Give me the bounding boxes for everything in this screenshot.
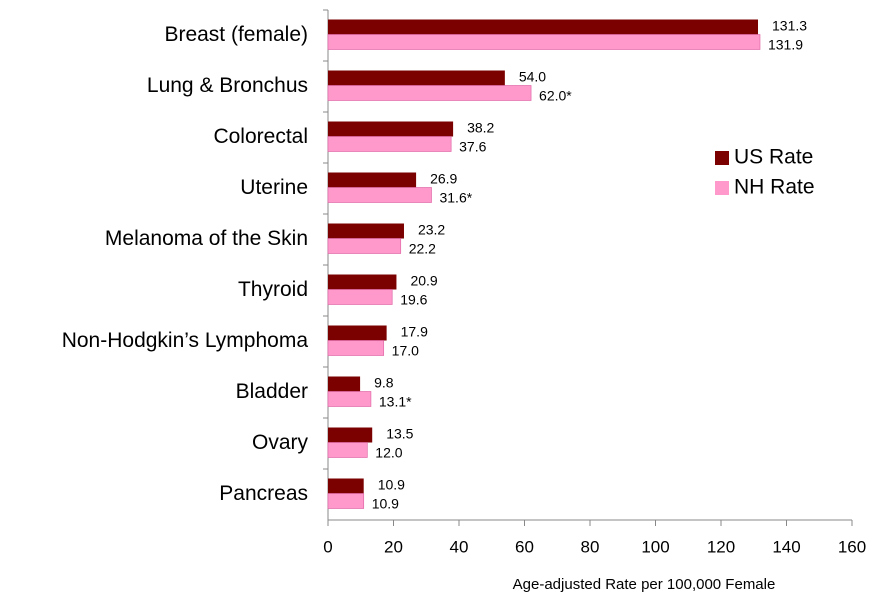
bar <box>327 85 532 101</box>
legend-swatch <box>715 181 729 195</box>
bar <box>328 121 454 137</box>
x-axis-label: Age-adjusted Rate per 100,000 Female <box>513 576 776 593</box>
x-tick-label: 60 <box>515 537 534 556</box>
bar <box>327 34 761 50</box>
legend-swatch <box>715 151 729 165</box>
bar <box>328 19 759 35</box>
value-label: 20.9 <box>410 273 437 289</box>
x-tick-label: 80 <box>581 537 600 556</box>
x-tick-label: 0 <box>323 537 332 556</box>
y-tick-label: Uterine <box>240 176 308 199</box>
x-tick-label: 160 <box>838 537 866 556</box>
x-tick-label: 120 <box>707 537 735 556</box>
value-label: 13.5 <box>386 426 413 442</box>
value-label: 22.2 <box>409 241 436 257</box>
value-label: 10.9 <box>372 496 399 512</box>
value-label: 17.9 <box>401 324 428 340</box>
bar <box>327 493 365 509</box>
value-label: 26.9 <box>430 171 457 187</box>
bar <box>328 478 364 494</box>
bar <box>327 340 385 356</box>
value-label: 9.8 <box>374 375 394 391</box>
y-tick-label: Ovary <box>252 431 309 454</box>
value-label: 23.2 <box>418 222 445 238</box>
value-label: 37.6 <box>459 139 486 155</box>
y-tick-label: Breast (female) <box>164 23 308 46</box>
bar <box>327 391 372 407</box>
bar <box>328 274 397 290</box>
value-label: 12.0 <box>375 445 402 461</box>
bar <box>328 325 387 341</box>
y-tick-label: Bladder <box>236 380 308 403</box>
value-label: 54.0 <box>519 69 546 85</box>
bar <box>328 427 373 443</box>
value-label: 38.2 <box>467 120 494 136</box>
bar <box>327 289 393 305</box>
value-label: 131.3 <box>772 18 807 34</box>
bar <box>327 238 402 254</box>
y-tick-label: Thyroid <box>238 278 308 301</box>
bar <box>328 376 361 392</box>
bar <box>328 223 404 239</box>
x-tick-label: 20 <box>384 537 403 556</box>
bar <box>328 70 505 86</box>
x-tick-label: 100 <box>641 537 669 556</box>
value-label: 62.0* <box>539 88 572 104</box>
value-label: 19.6 <box>400 292 427 308</box>
value-label: 131.9 <box>768 37 803 53</box>
value-label: 10.9 <box>378 477 405 493</box>
bar <box>327 442 368 458</box>
value-label: 17.0 <box>392 343 419 359</box>
bar <box>328 172 417 188</box>
x-tick-label: 140 <box>772 537 800 556</box>
y-tick-label: Non-Hodgkin’s Lymphoma <box>62 329 309 352</box>
bar <box>327 187 432 203</box>
value-label: 31.6* <box>439 190 472 206</box>
y-tick-label: Lung & Bronchus <box>147 74 308 97</box>
legend-label: NH Rate <box>734 176 815 199</box>
x-tick-label: 40 <box>450 537 469 556</box>
y-tick-label: Melanoma of the Skin <box>105 227 308 250</box>
legend-label: US Rate <box>734 146 813 169</box>
bar <box>327 136 452 152</box>
value-label: 13.1* <box>379 394 412 410</box>
y-tick-label: Pancreas <box>219 482 308 505</box>
y-tick-label: Colorectal <box>213 125 308 148</box>
